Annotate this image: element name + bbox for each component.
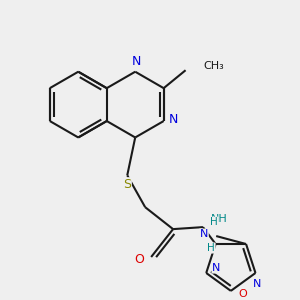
Text: H: H: [207, 243, 215, 253]
Text: H: H: [210, 217, 218, 227]
Text: NH: NH: [211, 214, 228, 224]
Text: N: N: [212, 263, 220, 273]
Text: O: O: [238, 289, 247, 299]
Text: N: N: [169, 112, 178, 125]
Text: N: N: [200, 229, 208, 239]
Text: N: N: [131, 55, 141, 68]
Text: CH₃: CH₃: [203, 61, 224, 71]
Text: N: N: [253, 279, 262, 289]
Text: O: O: [134, 253, 144, 266]
Text: S: S: [123, 178, 131, 191]
